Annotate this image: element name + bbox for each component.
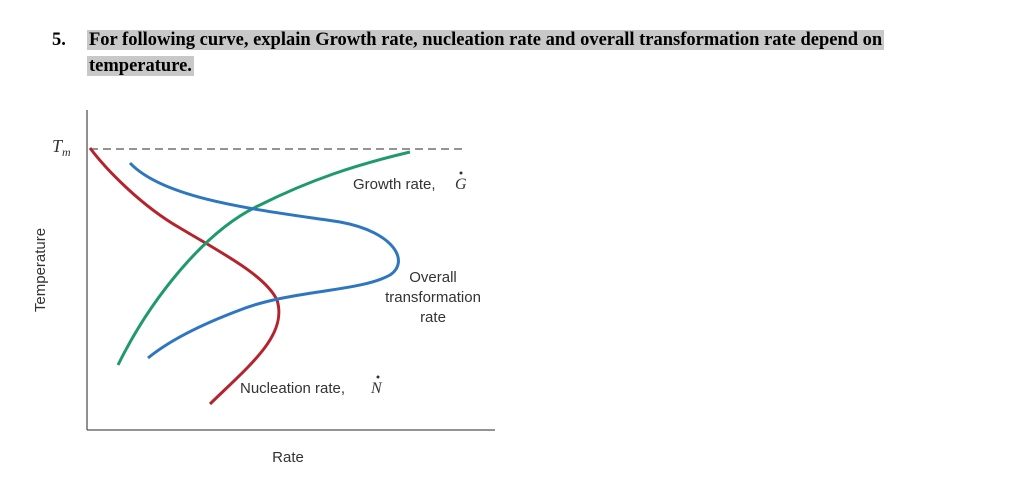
tm-label: Tm	[52, 136, 71, 159]
question-line-2: temperature.	[87, 56, 194, 76]
growth-rate-symbol: G	[455, 176, 467, 193]
overall-label-line-2: transformation	[385, 289, 481, 306]
question-number: 5.	[52, 30, 66, 50]
growth-rate-label: Growth rate,	[353, 176, 436, 193]
overall-label-line-3: rate	[420, 309, 446, 326]
nucleation-rate-symbol: N	[370, 380, 383, 397]
growth-dot-accent	[459, 171, 463, 175]
x-axis-label: Rate	[272, 449, 304, 466]
y-axis-label: Temperature	[32, 228, 49, 312]
growth-rate-curve	[116, 150, 411, 366]
nucleation-rate-curve	[88, 147, 281, 406]
nucleation-dot-accent	[376, 375, 380, 379]
nucleation-rate-label: Nucleation rate,	[240, 380, 345, 397]
question-line-1: For following curve, explain Growth rate…	[87, 30, 885, 50]
overall-transformation-curve	[128, 161, 400, 360]
overall-label-line-1: Overall	[409, 269, 457, 286]
question-text: For following curve, explain Growth rate…	[87, 27, 977, 79]
